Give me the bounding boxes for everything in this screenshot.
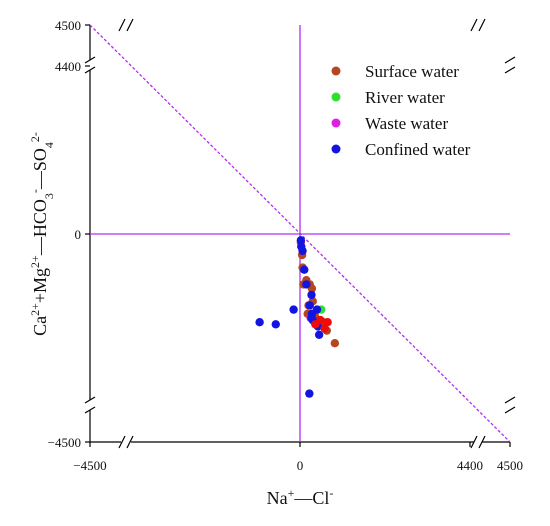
x-axis-label-part-1: + [288,486,295,500]
data-point-s3-3 [300,265,309,274]
x-tick-label-1: 0 [297,458,304,473]
legend-label-2: Waste water [365,114,448,133]
y-tick-label-3: −4500 [48,435,81,450]
x-axis-label: Na+—Cl- [267,486,334,508]
y-axis-label-part-4: —HCO [30,199,50,256]
x-tick-label-3: 4500 [497,458,523,473]
right-break-top [504,56,516,74]
right-break-top-b [504,66,516,74]
data-point-s4-1 [311,320,320,329]
y-axis-break-top-a [84,56,96,64]
top-break-right-a [470,18,478,32]
right-break-bottom [504,396,516,414]
top-break-right-b [478,18,486,32]
data-point-s3-13 [289,305,298,314]
x-axis-label-part-3: - [329,486,333,500]
y-axis-break-bottom-a [84,396,96,404]
y-axis-label-part-8: 4 [42,142,56,148]
top-break-right [470,18,486,32]
y-axis-break-bottom [84,396,96,414]
legend-item-0: Surface water [331,62,459,81]
y-axis-break-bottom-b [84,406,96,414]
y-axis-label-part-1: 2+ [28,303,42,316]
y-axis-label-part-5: 3 [42,193,56,199]
y-axis-label-part-0: Ca [30,316,50,336]
y-axis-label-part-3: 2+ [28,255,42,268]
data-point-s3-4 [302,280,311,289]
data-point-s3-15 [271,320,280,329]
right-break-top-a [504,56,516,64]
x-axis-label-part-0: Na [267,488,288,508]
legend-marker-2 [331,118,341,128]
y-axis-break-top-b [84,66,96,74]
data-point-s3-5 [307,290,316,300]
legend-label-0: Surface water [365,62,459,81]
reference-line-diagonal [89,24,511,443]
y-tick-label-1: 4400 [55,59,81,74]
data-point-s3-14 [255,318,264,327]
legend-item-1: River water [331,88,445,107]
data-point-s4-3 [320,324,329,333]
x-axis-label-part-2: —Cl [293,488,329,508]
data-point-s3-16 [305,389,314,398]
data-point-s0-13 [330,339,340,348]
x-axis-break-right-b [478,435,486,449]
legend-item-2: Waste water [331,114,448,133]
data-point-s3-6 [305,301,314,310]
y-axis-label: Ca2++Mg2+—HCO3-—SO42- [28,132,56,336]
x-axis-break-left-a [118,435,126,449]
y-axis-break-top [84,56,96,74]
y-axis-label-part-7: —SO [30,148,50,190]
x-axis-break-left-b [126,435,134,449]
data-point-s3-0 [296,236,306,245]
legend-item-3: Confined water [331,140,471,159]
legend-marker-0 [331,66,341,76]
data-point-s3-2 [298,246,307,255]
legend-label-1: River water [365,88,445,107]
y-axis-label-part-9: 2- [28,132,42,142]
data-point-s4-2 [323,318,332,327]
top-break-left-b [126,18,134,32]
x-tick-label-0: −4500 [73,458,106,473]
data-point-s3-12 [314,330,324,339]
x-axis-break-right [470,435,486,449]
right-break-bottom-a [504,396,516,404]
top-break-left-a [118,18,126,32]
y-axis-label-part-6: - [28,189,42,193]
y-axis-label-part-2: +Mg [30,268,50,303]
x-axis-break-right-a [470,435,478,449]
x-tick-label-2: 4400 [457,458,483,473]
legend-label-3: Confined water [365,140,471,159]
y-tick-label-0: 4500 [55,18,81,33]
y-tick-label-2: 0 [75,227,82,242]
top-break-left [118,18,134,32]
legend-marker-3 [331,144,341,154]
legend-marker-1 [331,92,341,102]
x-axis-break-left [118,435,134,449]
right-break-bottom-b [504,406,516,414]
